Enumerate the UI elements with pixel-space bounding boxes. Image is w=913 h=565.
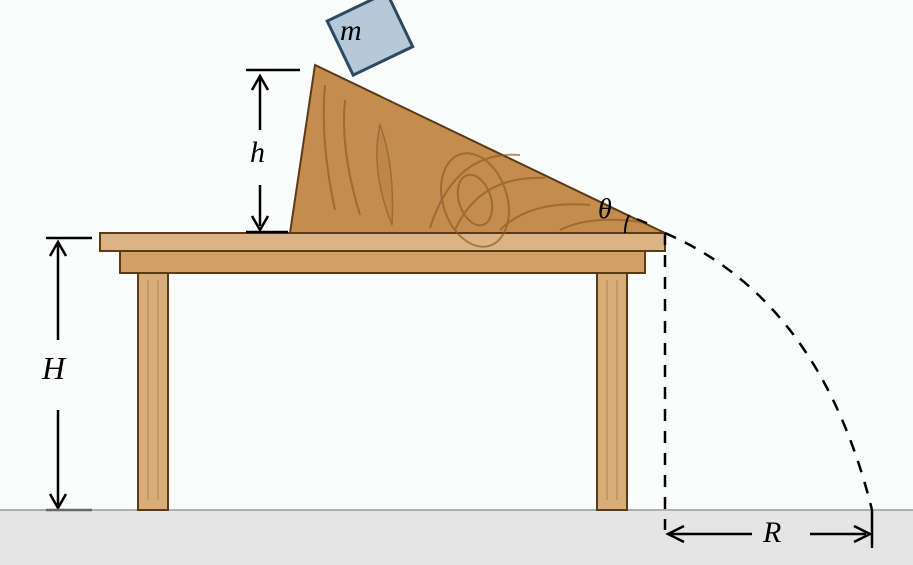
physics-diagram bbox=[0, 0, 913, 565]
trajectory bbox=[665, 233, 872, 510]
ramp bbox=[290, 65, 665, 256]
mass-block bbox=[327, 0, 412, 75]
dim-table-height bbox=[46, 238, 92, 510]
table bbox=[100, 233, 665, 510]
dim-ramp-height bbox=[246, 70, 300, 232]
floor bbox=[0, 510, 913, 565]
